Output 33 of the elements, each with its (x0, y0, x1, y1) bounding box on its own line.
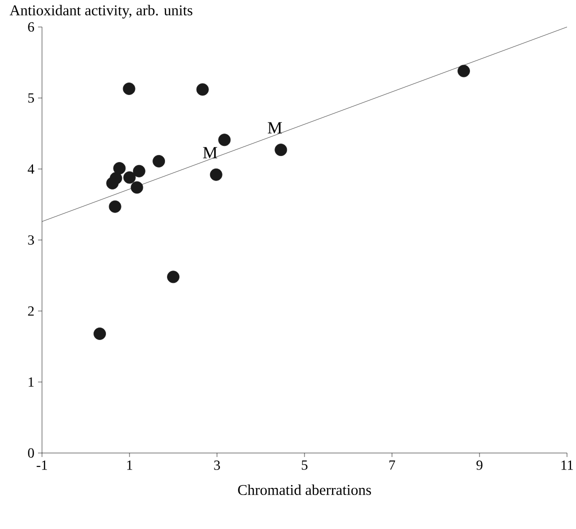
annotation: M (268, 122, 282, 134)
point (106, 176, 119, 190)
point (210, 168, 222, 181)
x-tick-label: 1 (127, 460, 132, 470)
point (196, 83, 209, 96)
point (130, 181, 144, 194)
point (152, 154, 166, 168)
x-axis-title: Chromatid aberrations (238, 484, 371, 496)
x-tick-label: 3 (214, 460, 220, 470)
y-tick-label: 0 (28, 448, 34, 458)
point (122, 82, 136, 95)
point (458, 64, 470, 78)
y-tick-label: 2 (28, 306, 34, 316)
annotation: M (203, 147, 218, 158)
y-tick-label: 1 (28, 377, 34, 387)
x-tick-label: -1 (36, 460, 47, 470)
point (108, 200, 122, 213)
y-tick-label: 5 (28, 93, 34, 103)
point (113, 162, 126, 174)
point (123, 171, 136, 184)
x-tick-label: 11 (562, 460, 573, 470)
x-tick-label: 5 (302, 460, 308, 470)
point (274, 144, 288, 156)
point (218, 134, 231, 146)
x-tick-label: 9 (476, 460, 482, 470)
point (167, 270, 180, 284)
y-tick-label: 4 (28, 164, 34, 174)
x-tick-label: 7 (389, 460, 396, 470)
y-tick-label: 3 (28, 235, 34, 245)
y-axis-title: Antioxidant activity, arb. units (10, 4, 192, 18)
y-tick-label: 6 (28, 22, 34, 32)
point (132, 164, 146, 178)
point (94, 328, 106, 340)
